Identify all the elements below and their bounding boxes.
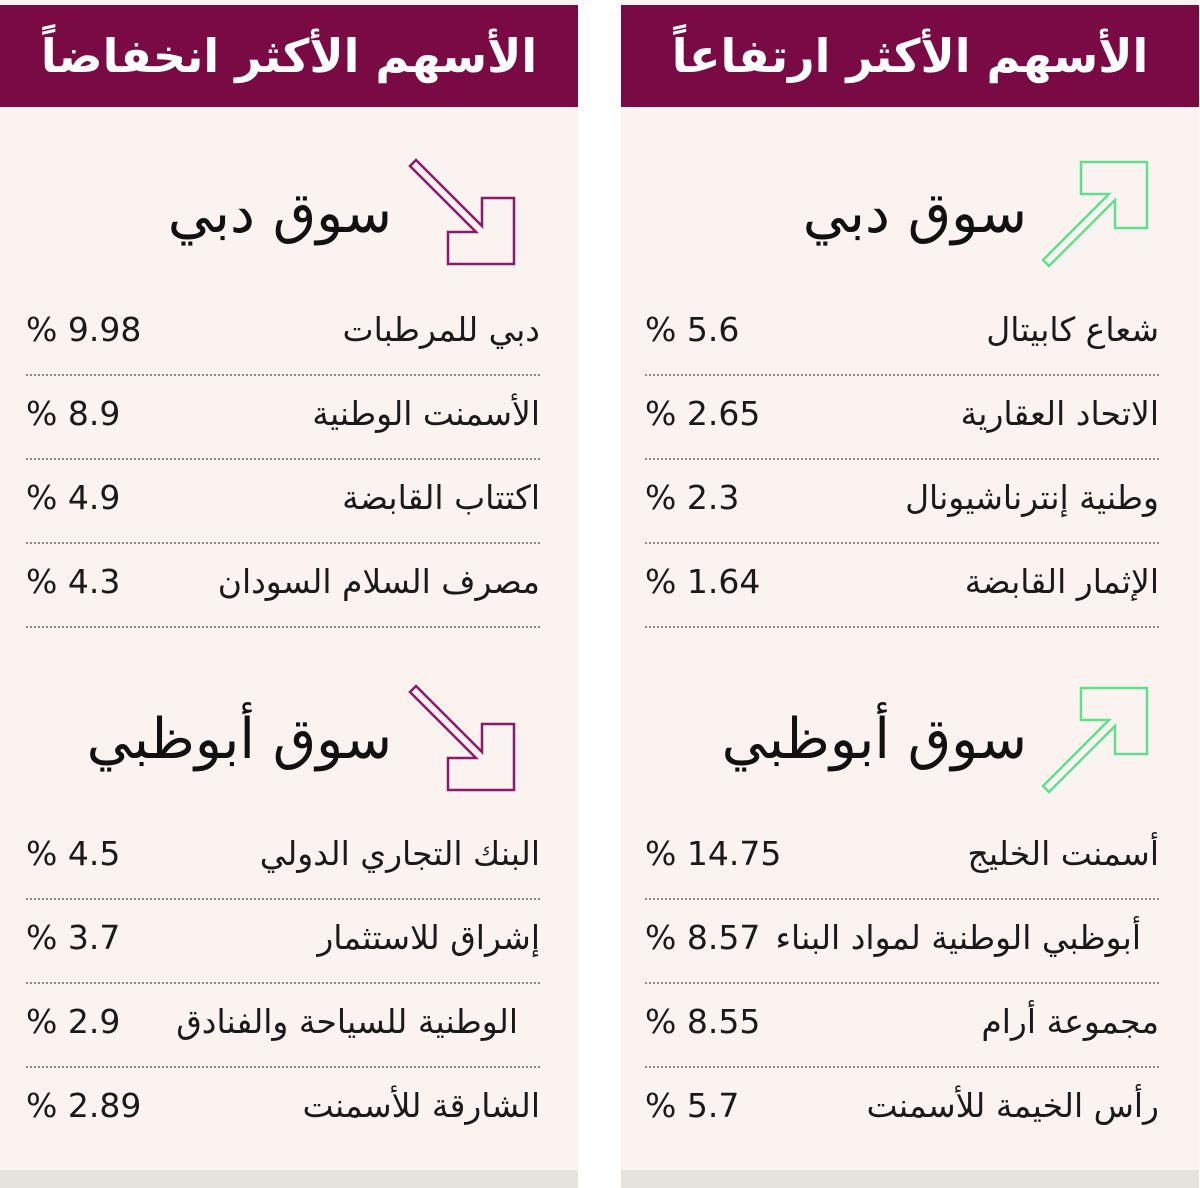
panel-footer-bar xyxy=(621,1170,1199,1188)
stock-name: رأس الخيمة للأسمنت xyxy=(866,1086,1159,1125)
stock-row: رأس الخيمة للأسمنت % 5.7 xyxy=(645,1068,1159,1152)
down-right-arrow-icon xyxy=(408,158,516,266)
stock-change: % 2.9 xyxy=(26,1002,121,1041)
stock-row: الوطنية للسياحة والفنادق % 2.9 xyxy=(26,984,540,1068)
stock-change: % 5.6 xyxy=(645,310,740,349)
stock-row: الشارقة للأسمنت % 2.89 xyxy=(26,1068,540,1152)
stock-row: وطنية إنترناشيونال % 2.3 xyxy=(645,460,1159,544)
stock-row: مجموعة أرام % 8.55 xyxy=(645,984,1159,1068)
stock-row: شعاع كابيتال % 5.6 xyxy=(645,292,1159,376)
losers-dubai-title: سوق دبي xyxy=(167,181,392,246)
up-right-arrow-icon xyxy=(1041,160,1149,268)
stock-row: اكتتاب القابضة % 4.9 xyxy=(26,460,540,544)
stock-change: % 2.65 xyxy=(645,394,761,433)
stock-change: % 8.9 xyxy=(26,394,121,433)
stock-change: % 2.3 xyxy=(645,478,740,517)
up-right-arrow-icon xyxy=(1041,686,1149,794)
stock-row: البنك التجاري الدولي % 4.5 xyxy=(26,816,540,900)
stock-change: % 8.55 xyxy=(645,1002,761,1041)
losers-header: الأسهم الأكثر انخفاضاً xyxy=(0,5,578,107)
stock-row: أسمنت الخليج % 14.75 xyxy=(645,816,1159,900)
panel-footer-bar xyxy=(0,1170,578,1188)
gainers-abudhabi-list: أسمنت الخليج % 14.75 أبوظبي الوطنية لموا… xyxy=(645,816,1159,1152)
stock-name: دبي للمرطبات xyxy=(342,310,540,349)
stock-row: دبي للمرطبات % 9.98 xyxy=(26,292,540,376)
stock-name: شعاع كابيتال xyxy=(986,310,1159,349)
stock-change: % 8.57 xyxy=(645,918,761,957)
stock-name: الإثمار القابضة xyxy=(964,562,1159,601)
losers-abudhabi-title: سوق أبوظبي xyxy=(86,707,392,772)
stock-name: البنك التجاري الدولي xyxy=(259,834,540,873)
stock-change: % 4.3 xyxy=(26,562,121,601)
stock-name: مجموعة أرام xyxy=(981,1002,1159,1041)
stock-change: % 2.89 xyxy=(26,1086,142,1125)
stock-change: % 1.64 xyxy=(645,562,761,601)
stock-row: مصرف السلام السودان % 4.3 xyxy=(26,544,540,628)
gainers-panel: الأسهم الأكثر ارتفاعاً سوق دبي شعاع كابي… xyxy=(621,0,1199,1188)
stock-name: إشراق للاستثمار xyxy=(317,918,540,957)
stock-row: الاتحاد العقارية % 2.65 xyxy=(645,376,1159,460)
gainers-header: الأسهم الأكثر ارتفاعاً xyxy=(621,5,1199,107)
losers-panel: الأسهم الأكثر انخفاضاً سوق دبي دبي للمرط… xyxy=(0,0,578,1188)
losers-abudhabi-list: البنك التجاري الدولي % 4.5 إشراق للاستثم… xyxy=(26,816,540,1152)
stock-name: الاتحاد العقارية xyxy=(960,394,1159,433)
gainers-abudhabi-title: سوق أبوظبي xyxy=(721,707,1027,772)
stock-change: % 4.5 xyxy=(26,834,121,873)
stock-change: % 3.7 xyxy=(26,918,121,957)
stock-name: الوطنية للسياحة والفنادق xyxy=(176,1002,518,1041)
stock-row: إشراق للاستثمار % 3.7 xyxy=(26,900,540,984)
stock-name: الأسمنت الوطنية xyxy=(312,394,540,433)
stock-name: الشارقة للأسمنت xyxy=(302,1086,540,1125)
stock-row: الأسمنت الوطنية % 8.9 xyxy=(26,376,540,460)
stock-name: مصرف السلام السودان xyxy=(217,562,540,601)
losers-abudhabi-section: سوق أبوظبي xyxy=(0,684,578,814)
gainers-dubai-list: شعاع كابيتال % 5.6 الاتحاد العقارية % 2.… xyxy=(645,292,1159,628)
down-right-arrow-icon xyxy=(408,684,516,792)
stock-name: أبوظبي الوطنية لمواد البناء xyxy=(775,918,1142,957)
gainers-abudhabi-section: سوق أبوظبي xyxy=(621,684,1199,814)
losers-dubai-list: دبي للمرطبات % 9.98 الأسمنت الوطنية % 8.… xyxy=(26,292,540,628)
stock-change: % 5.7 xyxy=(645,1086,740,1125)
stock-change: % 4.9 xyxy=(26,478,121,517)
stock-name: وطنية إنترناشيونال xyxy=(905,478,1159,517)
gainers-dubai-title: سوق دبي xyxy=(802,181,1027,246)
stock-change: % 9.98 xyxy=(26,310,142,349)
stock-row: أبوظبي الوطنية لمواد البناء % 8.57 xyxy=(645,900,1159,984)
losers-dubai-section: سوق دبي xyxy=(0,158,578,288)
stock-row: الإثمار القابضة % 1.64 xyxy=(645,544,1159,628)
gainers-dubai-section: سوق دبي xyxy=(621,158,1199,288)
stock-name: اكتتاب القابضة xyxy=(342,478,540,517)
stock-name: أسمنت الخليج xyxy=(967,834,1159,873)
stock-change: % 14.75 xyxy=(645,834,782,873)
